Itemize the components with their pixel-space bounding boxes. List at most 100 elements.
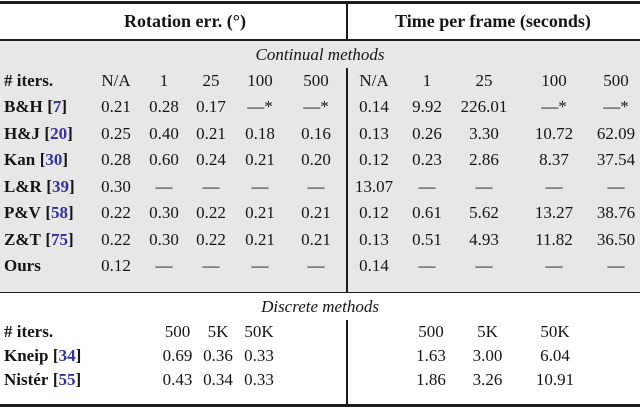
citation-bracket-open: [: [39, 150, 46, 169]
citation-number[interactable]: 20: [50, 123, 68, 143]
cell-rot-2: 0.22: [196, 229, 226, 249]
cell-time-0: 1.63: [416, 346, 446, 365]
iters-label: # iters.: [4, 70, 54, 90]
cell-rot-3: 0.18: [245, 123, 275, 143]
column-header-cell: 25: [475, 70, 493, 90]
column-divider: [346, 4, 348, 39]
citation-bracket-close: ]: [68, 203, 74, 222]
cell-rot-3: 0.21: [245, 229, 275, 249]
citation-number[interactable]: 39: [51, 176, 69, 196]
cell-time-2: 3.30: [469, 123, 499, 143]
cell-time-1: 0.23: [412, 150, 442, 169]
cell-rot-2: —: [202, 256, 220, 275]
cell-rot-3: —: [251, 176, 269, 196]
citation-number[interactable]: 75: [51, 229, 69, 249]
citation-bracket-close: ]: [62, 150, 69, 169]
top-rule: [0, 1, 640, 4]
cell-time-3: —: [545, 256, 563, 275]
iters-label: # iters.: [4, 322, 54, 341]
discrete-methods-section: Discrete methods # iters. 500 5K 50K 500 5K 50…: [0, 293, 640, 404]
cell-rot-2: 0.24: [196, 150, 226, 169]
cell-rot-0: 0.43: [162, 370, 193, 389]
method-name: Kneip: [4, 346, 49, 365]
cell-rot-1: 0.30: [149, 229, 179, 249]
cell-rot-3: 0.21: [245, 203, 275, 222]
cell-time-0: 0.14: [359, 97, 389, 116]
spacer-cell: [346, 368, 402, 392]
cell-time-2: 4.93: [469, 229, 499, 249]
cell-rot-3: —: [251, 256, 269, 275]
method-row: H&J [20] 0.25 0.40 0.21 0.18 0.16 0.13 0.26 3.30 1…: [0, 121, 640, 148]
cell-rot-4: 0.20: [301, 150, 331, 169]
continual-table: # iters. N/A 1 25 100 500 N/A 1 25 100 500 B&H [7] 0.…: [0, 68, 640, 280]
cell-time-3: —: [545, 176, 563, 196]
citation-bracket-open: [: [44, 123, 51, 143]
cell-rot-1: 0.36: [203, 346, 233, 365]
cell-rot-3: 0.21: [245, 150, 275, 169]
column-header-cell: 500: [303, 70, 329, 90]
column-header-cell: 50K: [244, 322, 274, 341]
cell-time-4: —*: [603, 97, 629, 116]
cell-rot-4: 0.16: [301, 123, 331, 143]
column-header-cell: 5K: [207, 322, 229, 341]
cell-time-4: 36.50: [596, 229, 636, 249]
continual-methods-section: Continual methods # iters. N/A 1 25 100 500 N/…: [0, 40, 640, 292]
cell-time-2: 5.62: [469, 203, 499, 222]
method-label-cell: L&R [39]: [0, 174, 92, 201]
cell-rot-1: —: [155, 256, 173, 275]
cell-time-3: 10.72: [534, 123, 574, 143]
citation-bracket-close: ]: [61, 97, 68, 116]
cell-time-2: —: [475, 256, 493, 275]
spacer-cell: [346, 320, 402, 344]
citation-number[interactable]: 34: [58, 346, 76, 365]
cell-rot-4: —: [307, 256, 325, 275]
cell-time-4: 38.76: [596, 203, 636, 222]
method-name: Nistér: [4, 370, 49, 389]
column-header-cell: 100: [541, 70, 567, 90]
column-header-cell: 500: [164, 322, 191, 341]
citation-number[interactable]: 55: [58, 370, 76, 389]
citation-number[interactable]: 7: [52, 97, 62, 116]
cell-time-3: —*: [541, 97, 567, 116]
cell-time-3: 8.37: [539, 150, 569, 169]
rotation-error-header: Rotation err. (°): [123, 11, 246, 31]
cell-rot-0: 0.69: [162, 346, 193, 365]
cell-time-1: —: [418, 256, 436, 275]
citation-number[interactable]: 30: [45, 150, 63, 169]
citation-bracket-close: ]: [68, 176, 75, 196]
cell-rot-4: 0.21: [301, 203, 331, 222]
method-name: H&J: [4, 123, 40, 143]
discrete-table: # iters. 500 5K 50K 500 5K 50K Kneip [34] 0.69 0.3…: [0, 320, 640, 392]
cell-rot-0: 0.12: [101, 256, 131, 275]
cell-rot-0: 0.21: [101, 97, 131, 116]
method-name: B&H: [4, 97, 43, 116]
cell-time-1: 3.00: [472, 346, 503, 365]
cell-rot-1: 0.60: [149, 150, 179, 169]
mid-rule: [0, 291, 640, 293]
iters-row: # iters. 500 5K 50K 500 5K 50K: [0, 320, 640, 344]
cell-rot-0: 0.22: [101, 203, 131, 222]
method-name: L&R: [4, 176, 42, 196]
cell-rot-4: —*: [303, 97, 329, 116]
cell-rot-1: 0.34: [203, 370, 233, 389]
column-group-header: Rotation err. (°) Time per frame (second…: [0, 4, 640, 39]
cell-rot-0: 0.25: [101, 123, 131, 143]
method-row: P&V [58] 0.22 0.30 0.22 0.21 0.21 0.12 0.61 5.62 1…: [0, 200, 640, 227]
column-header-cell: N/A: [359, 70, 389, 90]
spacer-cell: [595, 368, 640, 392]
column-divider: [346, 320, 348, 404]
cell-rot-4: 0.21: [301, 229, 331, 249]
cell-rot-1: —: [155, 176, 173, 196]
cell-rot-2: —: [202, 176, 220, 196]
citation-number[interactable]: 58: [51, 203, 68, 222]
cell-rot-2: 0.17: [196, 97, 226, 116]
cell-rot-0: 0.30: [101, 176, 131, 196]
iters-row: # iters. N/A 1 25 100 500 N/A 1 25 100 500: [0, 68, 640, 95]
cell-time-0: 0.12: [359, 150, 389, 169]
cell-rot-4: —: [307, 176, 325, 196]
cell-time-0: 0.14: [359, 256, 389, 275]
column-header-cell: 50K: [540, 322, 570, 341]
bottom-rule: [0, 404, 640, 407]
column-header-cell: 1: [422, 70, 432, 90]
